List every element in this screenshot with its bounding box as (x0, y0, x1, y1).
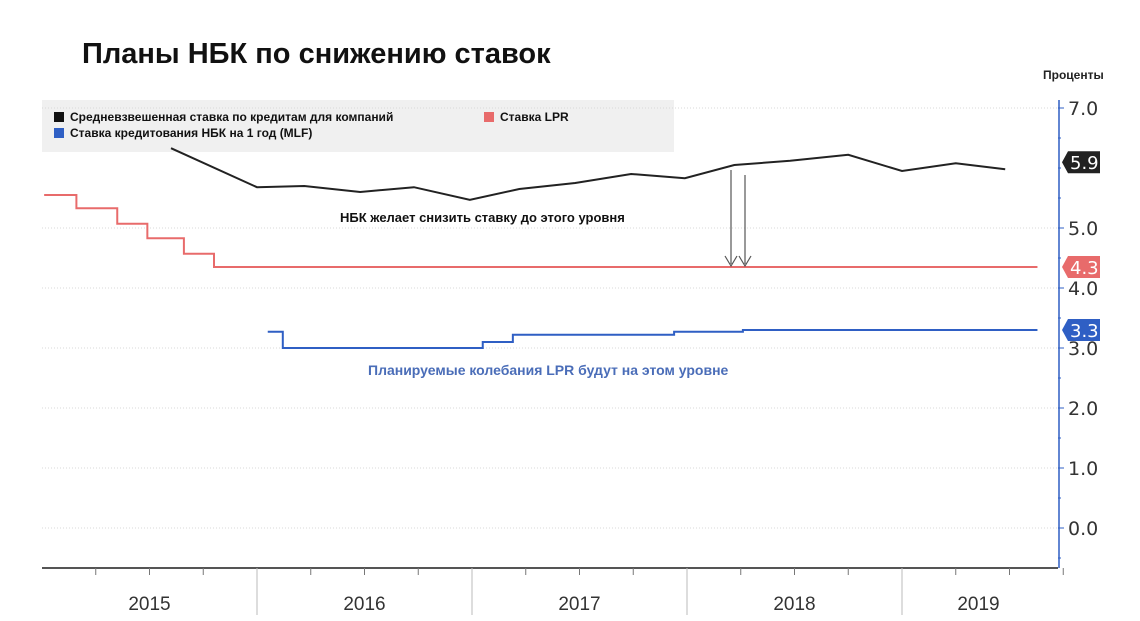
y-tick-label: 5.0 (1068, 218, 1098, 240)
series-line-2 (267, 329, 1038, 349)
series-line-0 (170, 147, 1006, 201)
last-value-tag (1062, 151, 1100, 174)
last-value-label: 5.9 (1070, 153, 1099, 174)
legend-item-lpr: Ставка LPR (484, 110, 569, 124)
x-tick-label: 2018 (773, 594, 815, 615)
last-value-tag (1062, 319, 1100, 341)
legend-item-mlf: Ставка кредитования НБК на 1 год (MLF) (54, 126, 312, 140)
annotation-target-level: НБК желает снизить ставку до этого уровн… (340, 210, 625, 225)
x-tick-label: 2017 (558, 594, 600, 615)
arrow-head-icon (738, 255, 752, 268)
legend: Средневзвешенная ставка по кредитам для … (42, 100, 674, 152)
chart-title: Планы НБК по снижению ставок (82, 38, 551, 70)
legend-label: Средневзвешенная ставка по кредитам для … (70, 110, 394, 124)
y-tick-label: 3.0 (1068, 338, 1098, 360)
annotation-lpr-range: Планируемые колебания LPR будут на этом … (368, 362, 729, 378)
legend-swatch (54, 112, 64, 122)
y-tick-label: 1.0 (1068, 458, 1098, 480)
legend-swatch (484, 112, 494, 122)
legend-swatch (54, 128, 64, 138)
series-line-1 (44, 194, 1038, 268)
legend-label: Ставка кредитования НБК на 1 год (MLF) (70, 126, 313, 140)
y-tick-label: 7.0 (1068, 98, 1098, 120)
y-tick-label: 4.0 (1068, 278, 1098, 300)
x-tick-label: 2015 (128, 594, 170, 615)
x-tick-label: 2019 (957, 594, 999, 615)
y-tick-label: 2.0 (1068, 398, 1098, 420)
last-value-label: 3.3 (1070, 321, 1099, 342)
arrow-head-icon (724, 255, 738, 268)
legend-label: Ставка LPR (500, 110, 569, 124)
legend-item-loan-rate: Средневзвешенная ставка по кредитам для … (54, 110, 393, 124)
x-tick-label: 2016 (343, 594, 385, 615)
y-tick-label: 0.0 (1068, 518, 1098, 540)
y-axis-label: Проценты (1043, 68, 1104, 82)
last-value-label: 4.3 (1070, 258, 1099, 279)
last-value-tag (1062, 256, 1100, 278)
